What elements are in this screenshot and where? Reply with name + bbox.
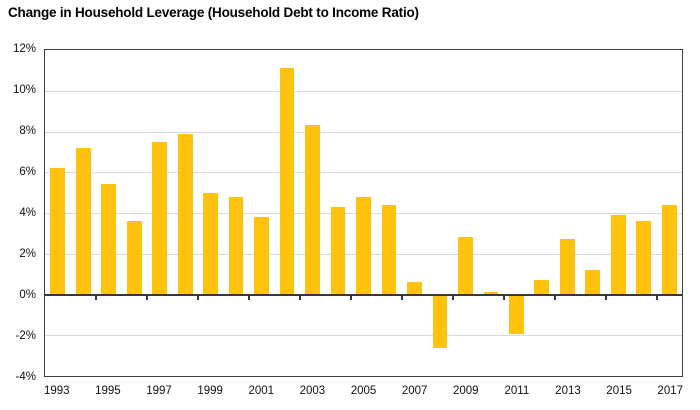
- x-axis-tick-label: 2001: [248, 385, 275, 397]
- bar-2007: [407, 282, 422, 295]
- y-axis-tick-label: 0%: [19, 289, 36, 301]
- bar-2015: [610, 215, 626, 295]
- y-axis: 12% 10% 8% 6% 4% 2% 0% -2% -4%: [0, 43, 38, 383]
- x-axis-tick: [655, 295, 658, 300]
- gridline: [45, 90, 682, 92]
- y-axis-tick-label: 2%: [19, 248, 36, 260]
- x-axis-tick-label: 2015: [606, 385, 632, 397]
- gridline: [45, 131, 682, 133]
- x-axis-tick: [298, 295, 301, 300]
- x-axis: 1993 1995 1997 1999 2001 2003 2005 2007 2009 2011…: [44, 384, 683, 400]
- x-axis-tick-label: 2009: [452, 385, 479, 397]
- plot-area: [44, 49, 683, 377]
- zero-axis-line: [45, 293, 682, 296]
- x-axis-tick: [94, 295, 97, 300]
- chart-title: Change in Household Leverage (Household …: [8, 5, 419, 20]
- x-axis-tick-label: 1997: [146, 385, 172, 397]
- bar-2006: [381, 204, 397, 295]
- x-axis-tick-label: 1999: [197, 385, 223, 397]
- bar-1995: [101, 184, 117, 295]
- x-axis-tick-label: 2017: [657, 385, 684, 397]
- bar-2005: [356, 196, 371, 295]
- x-axis-tick-label: 2005: [350, 385, 377, 397]
- bar-2003: [305, 125, 320, 295]
- y-axis-tick-label: 4%: [19, 207, 36, 219]
- x-axis-tick: [349, 295, 352, 300]
- bar-2013: [559, 239, 575, 295]
- bar-1996: [126, 221, 142, 295]
- bar-2011: [508, 295, 524, 335]
- y-axis-tick-label: -4%: [15, 371, 36, 383]
- y-axis-tick-label: 10%: [12, 84, 36, 96]
- x-axis-tick-label: 2007: [401, 385, 428, 397]
- y-axis-tick-label: 8%: [19, 125, 36, 137]
- x-axis-tick: [247, 295, 250, 300]
- bar-2014: [585, 270, 601, 295]
- x-axis-tick: [400, 295, 403, 300]
- x-axis-tick-label: 2003: [299, 385, 326, 397]
- bar-2016: [636, 221, 652, 295]
- x-axis-tick: [196, 295, 199, 300]
- bar-2010: [483, 292, 499, 295]
- bar-2001: [254, 217, 269, 295]
- bar-1993: [50, 168, 66, 295]
- x-axis-tick: [451, 295, 454, 300]
- x-axis-tick: [604, 295, 607, 300]
- bar-2002: [279, 68, 295, 295]
- bar-1997: [152, 141, 168, 295]
- gridline: [45, 335, 682, 337]
- bar-2008: [432, 295, 448, 349]
- x-axis-tick-label: 1993: [43, 385, 70, 397]
- bar-1999: [203, 192, 218, 295]
- x-axis-tick: [145, 295, 148, 300]
- x-axis-tick: [553, 295, 556, 300]
- bar-1994: [75, 147, 91, 295]
- bar-1998: [177, 133, 193, 295]
- x-axis-tick: [502, 295, 505, 300]
- y-axis-tick-label: 6%: [19, 166, 36, 178]
- bar-2004: [330, 206, 346, 295]
- bar-2000: [228, 196, 244, 295]
- x-axis-tick-label: 2013: [555, 385, 581, 397]
- y-axis-tick-label: -2%: [15, 330, 36, 342]
- bar-2017: [661, 204, 677, 295]
- bar-2009: [458, 237, 473, 295]
- y-axis-tick-label: 12%: [12, 43, 36, 55]
- x-axis-tick-label: 2011: [504, 385, 530, 397]
- x-axis-tick-label: 1995: [95, 385, 121, 397]
- gridline: [45, 172, 682, 174]
- bar-2012: [534, 280, 550, 295]
